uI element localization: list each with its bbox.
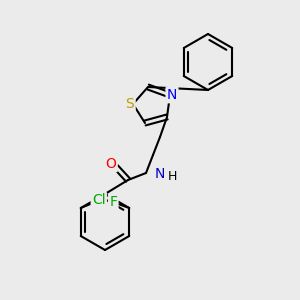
Text: O: O: [106, 157, 116, 171]
Text: N: N: [167, 88, 177, 102]
Text: F: F: [109, 195, 117, 209]
Text: H: H: [167, 170, 177, 184]
Text: N: N: [155, 167, 165, 181]
Text: S: S: [126, 97, 134, 111]
Text: Cl: Cl: [92, 193, 106, 207]
